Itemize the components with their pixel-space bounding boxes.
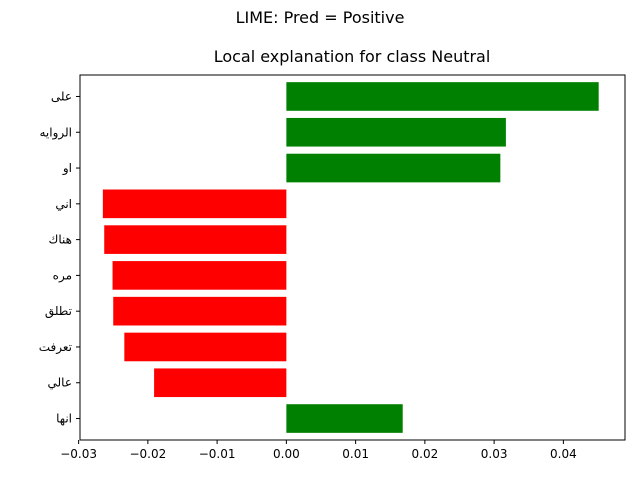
y-tick-label: انها [56,412,72,426]
bar-1 [286,117,506,147]
x-tick-label: −0.02 [129,447,166,461]
x-tick-label: −0.01 [199,447,236,461]
x-tick-label: 0.04 [550,447,577,461]
y-tick-label: عالي [48,376,72,390]
x-tick-label: 0.03 [481,447,508,461]
x-tick-label: 0.02 [412,447,439,461]
y-tick-label: مره [53,268,72,283]
bar-0 [286,82,599,111]
x-tick-label: 0.01 [342,447,369,461]
x-axis-ticks: −0.03 −0.02 −0.01 0.00 0.01 0.02 0.03 0.04 [60,440,577,461]
y-tick-label: او [62,161,72,176]
bar-4 [104,225,287,254]
y-tick-label: تطلق [45,304,72,319]
bar-5 [112,261,287,290]
y-axis-ticks: على الروايه او اني هناك مره تطلق تعرفت عالي انها [39,89,80,426]
bar-7 [124,332,287,362]
bar-6 [113,296,287,326]
chart-title: Local explanation for class Neutral [214,47,491,66]
plot-frame [79,74,626,441]
bar-9 [286,404,403,433]
y-tick-label: على [51,89,72,103]
bar-3 [102,189,287,219]
y-tick-label: الروايه [39,125,72,140]
bar-8 [154,368,287,398]
y-tick-label: تعرفت [39,340,72,355]
y-tick-label: هناك [49,233,73,247]
bars-group [102,82,599,433]
y-tick-label: اني [55,197,72,211]
figure-suptitle: LIME: Pred = Positive [235,8,405,27]
bar-2 [286,153,501,183]
x-tick-label: −0.03 [60,447,97,461]
x-tick-label: 0.00 [273,447,300,461]
